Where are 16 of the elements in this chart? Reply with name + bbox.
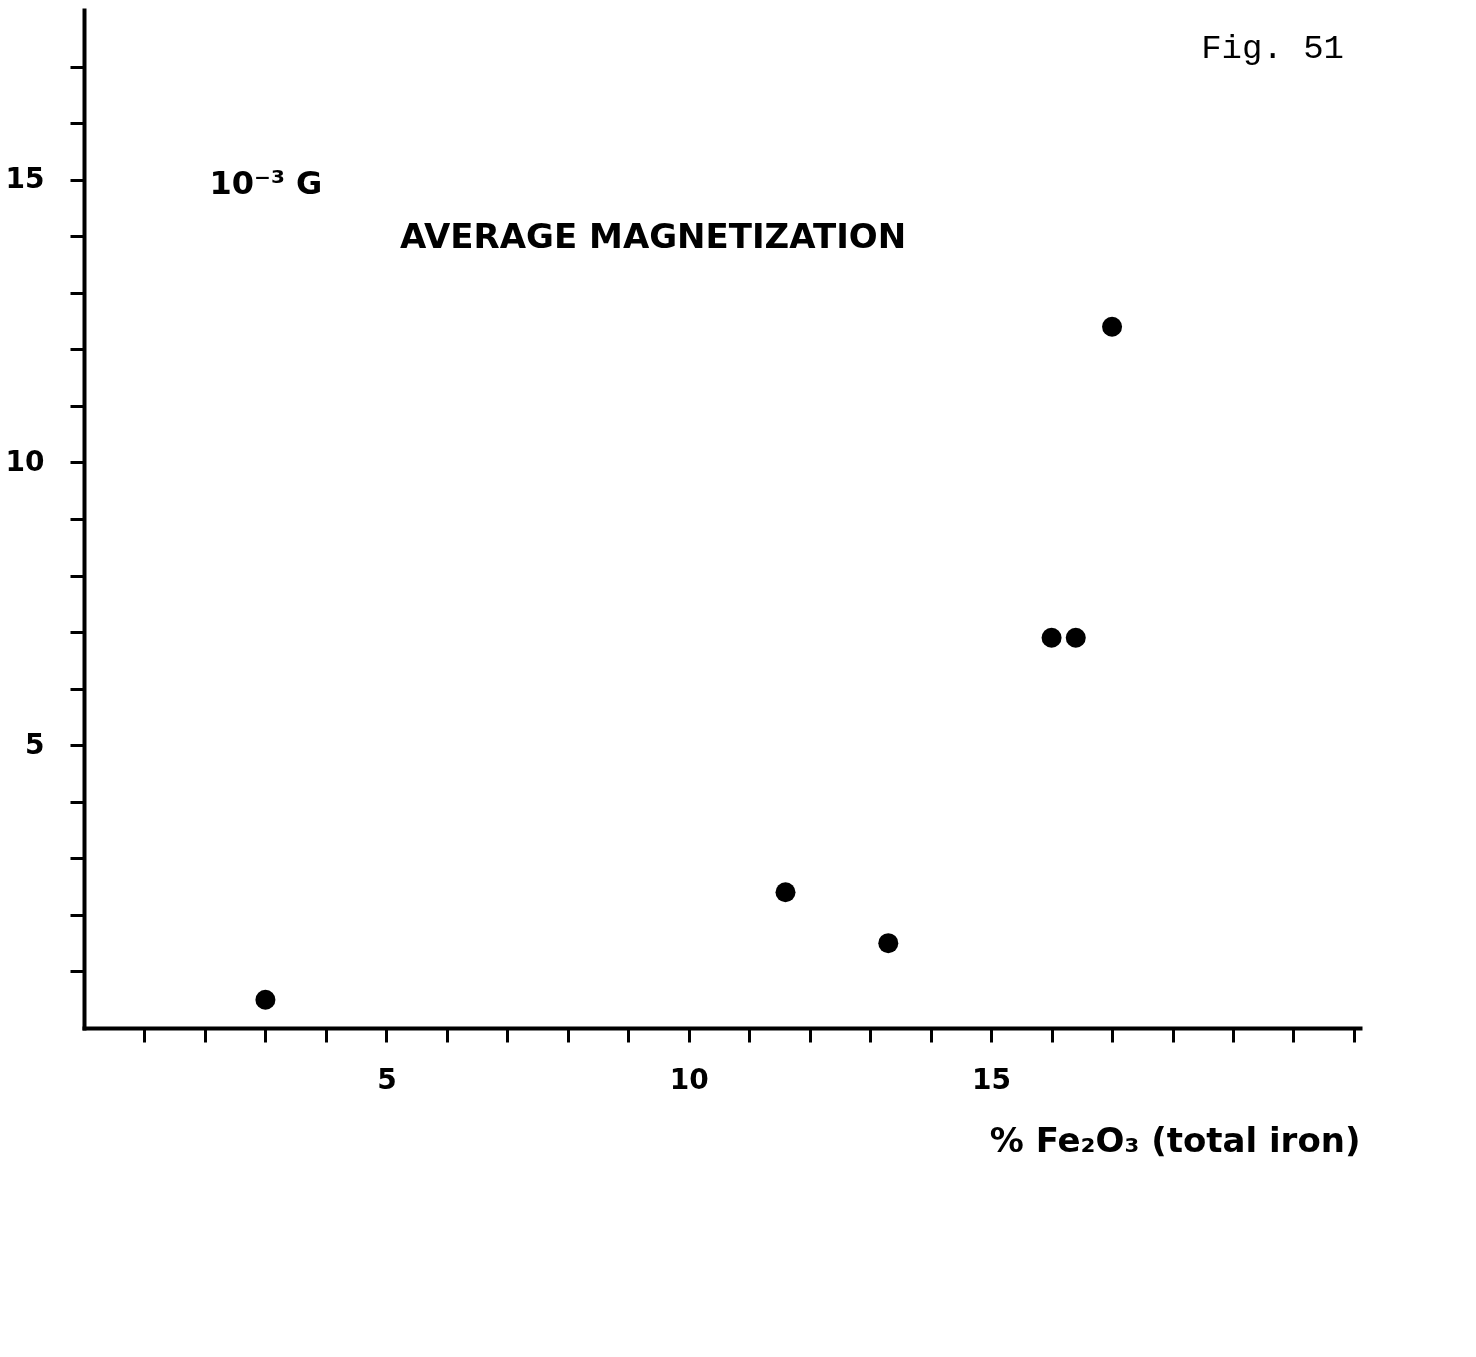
x-tick-label: 15 (972, 1062, 1012, 1096)
x-axis-title: % Fe₂O₃ (total iron) (989, 1119, 1361, 1160)
text: AVERAGE MAGNETIZATION (400, 216, 907, 256)
annotation: Fig. 51 (1201, 30, 1344, 68)
point (1102, 316, 1123, 337)
y-tick-label: 10 (5, 444, 45, 478)
point (1041, 627, 1062, 648)
x-tick-label: 10 (669, 1062, 709, 1096)
y-tick-label: 5 (25, 727, 45, 761)
x-tick-label: 5 (377, 1062, 397, 1096)
point (1065, 627, 1086, 648)
y-axis-title: 10⁻³ G (209, 163, 323, 202)
point (255, 989, 276, 1010)
point (775, 882, 796, 903)
point (878, 933, 899, 954)
y-tick-label: 15 (5, 162, 45, 196)
